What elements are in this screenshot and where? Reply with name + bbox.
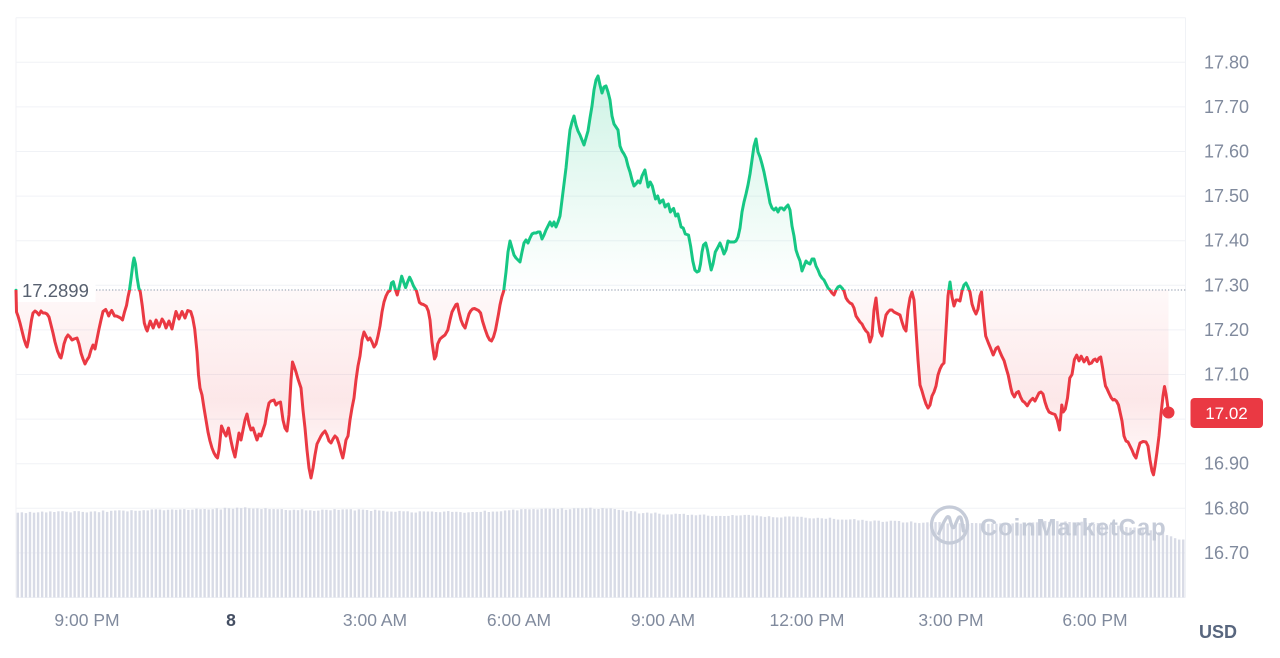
svg-text:9:00 AM: 9:00 AM xyxy=(631,610,695,630)
svg-text:17.02: 17.02 xyxy=(1205,404,1248,423)
svg-text:3:00 AM: 3:00 AM xyxy=(343,610,407,630)
svg-text:17.20: 17.20 xyxy=(1204,320,1249,340)
svg-text:8: 8 xyxy=(226,610,236,630)
svg-text:17.80: 17.80 xyxy=(1204,52,1249,72)
svg-text:16.80: 16.80 xyxy=(1204,498,1249,518)
svg-text:17.60: 17.60 xyxy=(1204,142,1249,162)
svg-text:17.70: 17.70 xyxy=(1204,97,1249,117)
svg-text:16.90: 16.90 xyxy=(1204,454,1249,474)
svg-text:USD: USD xyxy=(1199,622,1237,642)
svg-text:17.10: 17.10 xyxy=(1204,365,1249,385)
svg-text:17.50: 17.50 xyxy=(1204,186,1249,206)
svg-text:17.40: 17.40 xyxy=(1204,231,1249,251)
svg-text:6:00 PM: 6:00 PM xyxy=(1062,610,1127,630)
svg-text:6:00 AM: 6:00 AM xyxy=(487,610,551,630)
svg-text:CoinMarketCap: CoinMarketCap xyxy=(980,515,1166,542)
svg-text:12:00 PM: 12:00 PM xyxy=(770,610,845,630)
svg-text:3:00 PM: 3:00 PM xyxy=(918,610,983,630)
svg-text:16.70: 16.70 xyxy=(1204,543,1249,563)
svg-text:9:00 PM: 9:00 PM xyxy=(54,610,119,630)
svg-text:17.30: 17.30 xyxy=(1204,275,1249,295)
svg-text:17.2899: 17.2899 xyxy=(22,280,89,301)
